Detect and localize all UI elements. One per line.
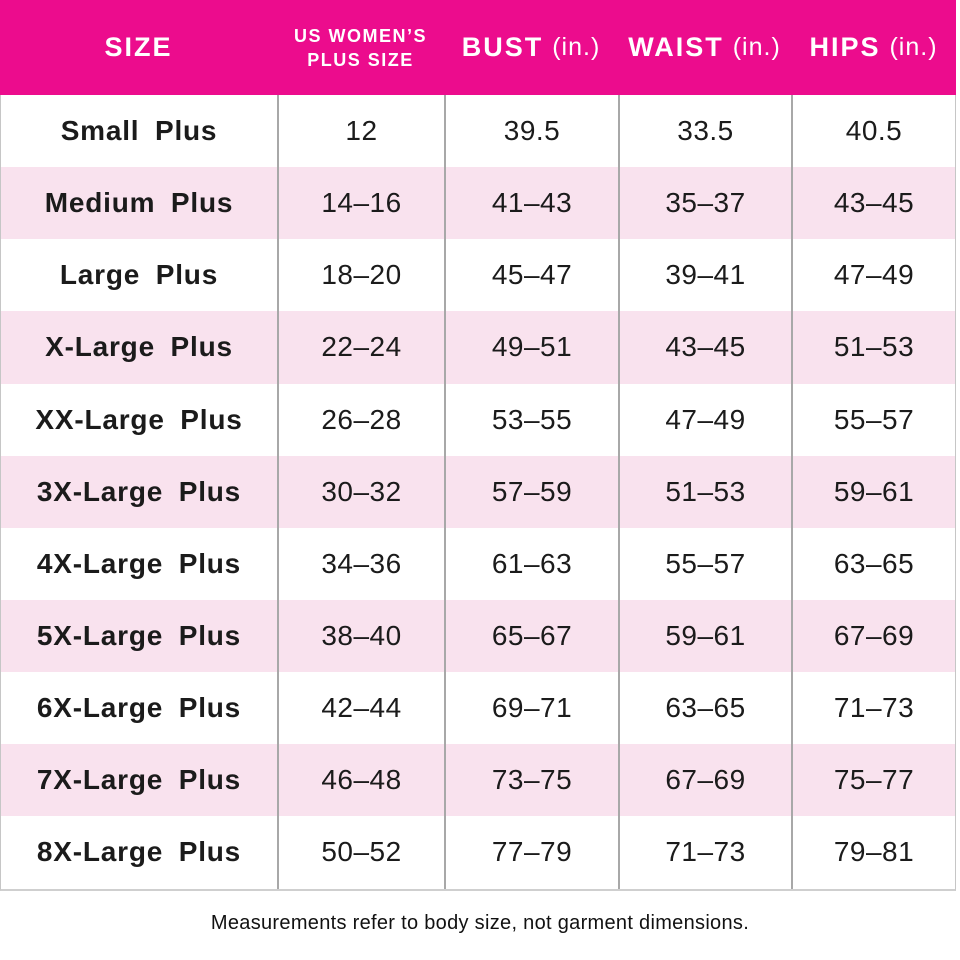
footnote: Measurements refer to body size, not gar…: [210, 911, 750, 934]
measurement-cell: 63–65: [618, 672, 791, 745]
column-header-hips: HIPS (in.): [791, 0, 956, 95]
size-label-cell: 5X-Large Plus: [36, 620, 242, 652]
measurement-cell: 49–51: [444, 311, 618, 384]
size-label-cell: 6X-Large Plus: [36, 692, 242, 724]
measurement-cell: 39–41: [618, 239, 791, 312]
column-header-unit: (in.): [552, 33, 601, 62]
measurement-cell: 73–75: [444, 744, 618, 817]
column-header-us-womens-plus-size: US WOMEN’S PLUS SIZE: [277, 0, 444, 95]
measurement-cell: 51–53: [618, 455, 791, 528]
column-header-unit: (in.): [732, 33, 781, 62]
measurement-cell: 12: [277, 95, 444, 168]
table-row: X-Large Plus 22–24 49–51 43–45 51–53: [1, 311, 955, 384]
size-label-cell: 4X-Large Plus: [36, 547, 242, 579]
measurement-cell: 67–69: [791, 599, 955, 673]
measurement-cell: 41–43: [444, 167, 618, 240]
table-row: 7X-Large Plus 46–48 73–75 67–69 75–77: [1, 744, 955, 817]
table-row: 3X-Large Plus 30–32 57–59 51–53 59–61: [1, 455, 955, 528]
column-header-label: US WOMEN’S PLUS SIZE: [293, 25, 427, 70]
measurement-cell: 47–49: [791, 239, 955, 312]
measurement-cell: 61–63: [444, 527, 618, 600]
column-header-label: BUST: [461, 31, 544, 62]
size-label-cell: Medium Plus: [44, 187, 234, 219]
column-header-size: SIZE: [0, 0, 277, 95]
size-label-cell: Large Plus: [59, 259, 219, 291]
table-row: XX-Large Plus 26–28 53–55 47–49 55–57: [1, 383, 955, 456]
measurement-cell: 46–48: [277, 744, 444, 817]
measurement-cell: 55–57: [618, 527, 791, 600]
measurement-cell: 47–49: [618, 383, 791, 456]
measurement-cell: 51–53: [791, 311, 955, 384]
measurement-cell: 69–71: [444, 672, 618, 745]
measurement-cell: 45–47: [444, 239, 618, 312]
measurement-cell: 18–20: [277, 239, 444, 312]
measurement-cell: 30–32: [277, 455, 444, 528]
table-row: 8X-Large Plus 50–52 77–79 71–73 79–81: [1, 816, 955, 889]
column-header-unit: (in.): [889, 33, 938, 62]
measurement-cell: 34–36: [277, 527, 444, 600]
size-label-cell: Small Plus: [60, 115, 218, 147]
table-row: Large Plus 18–20 45–47 39–41 47–49: [1, 239, 955, 312]
size-label-cell: XX-Large Plus: [35, 403, 243, 435]
measurement-cell: 79–81: [791, 816, 955, 889]
measurement-cell: 42–44: [277, 672, 444, 745]
measurement-cell: 71–73: [791, 672, 955, 745]
table-row: 5X-Large Plus 38–40 65–67 59–61 67–69: [1, 599, 955, 673]
measurement-cell: 38–40: [277, 599, 444, 673]
measurement-cell: 71–73: [618, 816, 791, 889]
measurement-cell: 67–69: [618, 744, 791, 817]
size-label-cell: X-Large Plus: [45, 331, 233, 363]
measurement-cell: 75–77: [791, 744, 955, 817]
table-row: 6X-Large Plus 42–44 69–71 63–65 71–73: [1, 672, 955, 745]
measurement-cell: 65–67: [444, 599, 618, 673]
measurement-cell: 57–59: [444, 455, 618, 528]
table-row: Small Plus 12 39.5 33.5 40.5: [1, 95, 955, 168]
measurement-cell: 53–55: [444, 383, 618, 456]
size-label-cell: 8X-Large Plus: [36, 836, 242, 868]
column-header-bust: BUST (in.): [444, 0, 618, 95]
measurement-cell: 43–45: [791, 167, 955, 240]
measurement-cell: 59–61: [791, 455, 955, 528]
table-row: 4X-Large Plus 34–36 61–63 55–57 63–65: [1, 527, 955, 600]
measurement-cell: 22–24: [277, 311, 444, 384]
column-header-label: HIPS: [809, 31, 881, 62]
measurement-cell: 55–57: [791, 383, 955, 456]
measurement-cell: 43–45: [618, 311, 791, 384]
measurement-cell: 35–37: [618, 167, 791, 240]
measurement-cell: 59–61: [618, 599, 791, 673]
table-row: Medium Plus 14–16 41–43 35–37 43–45: [1, 167, 955, 240]
size-label-cell: 7X-Large Plus: [36, 764, 242, 796]
measurement-cell: 14–16: [277, 167, 444, 240]
measurement-cell: 33.5: [618, 95, 791, 168]
measurement-cell: 40.5: [791, 95, 955, 168]
table-body: Small Plus 12 39.5 33.5 40.5 Medium Plus 14–16…: [0, 95, 956, 891]
column-header-label: WAIST: [628, 31, 724, 62]
measurement-cell: 63–65: [791, 527, 955, 600]
measurement-cell: 39.5: [444, 95, 618, 168]
size-label-cell: 3X-Large Plus: [36, 475, 242, 507]
size-chart-table: SIZE US WOMEN’S PLUS SIZE BUST (in.) WAI…: [0, 0, 956, 891]
measurement-cell: 26–28: [277, 383, 444, 456]
table-header-row: SIZE US WOMEN’S PLUS SIZE BUST (in.) WAI…: [0, 0, 956, 95]
measurement-cell: 77–79: [444, 816, 618, 889]
column-header-label: SIZE: [104, 31, 173, 62]
column-header-waist: WAIST (in.): [618, 0, 791, 95]
measurement-cell: 50–52: [277, 816, 444, 889]
